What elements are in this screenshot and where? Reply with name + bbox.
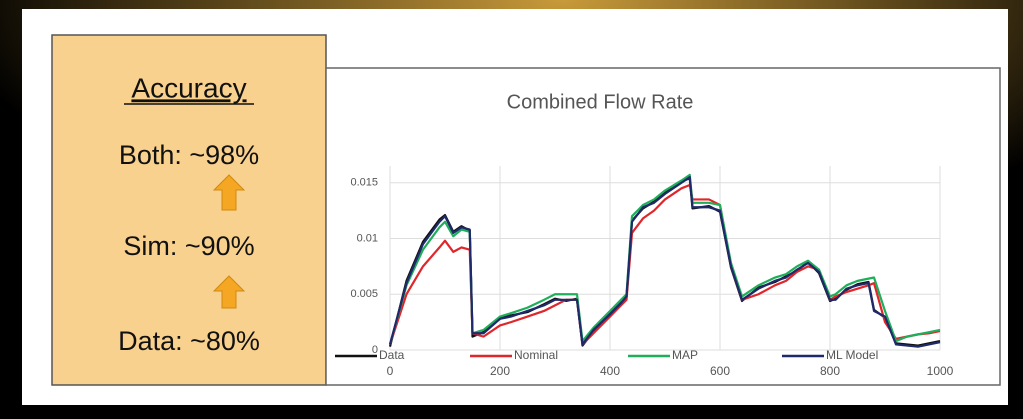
legend-label: Data (379, 348, 405, 362)
y-tick-label: 0.015 (350, 177, 378, 189)
x-tick-label: 800 (820, 364, 840, 378)
panel-line: Sim: ~90% (123, 231, 254, 261)
page: Accuracy Both: ~98% Sim: ~90% Data: ~80%… (0, 0, 1023, 414)
chart-title: Combined Flow Rate (507, 91, 694, 113)
y-tick-label: 0 (372, 344, 378, 356)
legend-label: MAP (672, 348, 698, 362)
y-tick-label: 0.005 (350, 288, 378, 300)
x-tick-label: 400 (600, 364, 620, 378)
panel-heading: Accuracy (131, 72, 246, 103)
legend-label: Nominal (514, 348, 558, 362)
y-tick-label: 0.01 (357, 232, 378, 244)
x-tick-label: 1000 (927, 364, 954, 378)
panel-line: Both: ~98% (119, 140, 259, 170)
slide: Accuracy Both: ~98% Sim: ~90% Data: ~80%… (0, 0, 1023, 414)
x-tick-label: 600 (710, 364, 730, 378)
legend-label: ML Model (826, 348, 878, 362)
x-tick-label: 200 (490, 364, 510, 378)
panel-line: Data: ~80% (118, 326, 260, 356)
x-tick-label: 0 (387, 364, 394, 378)
